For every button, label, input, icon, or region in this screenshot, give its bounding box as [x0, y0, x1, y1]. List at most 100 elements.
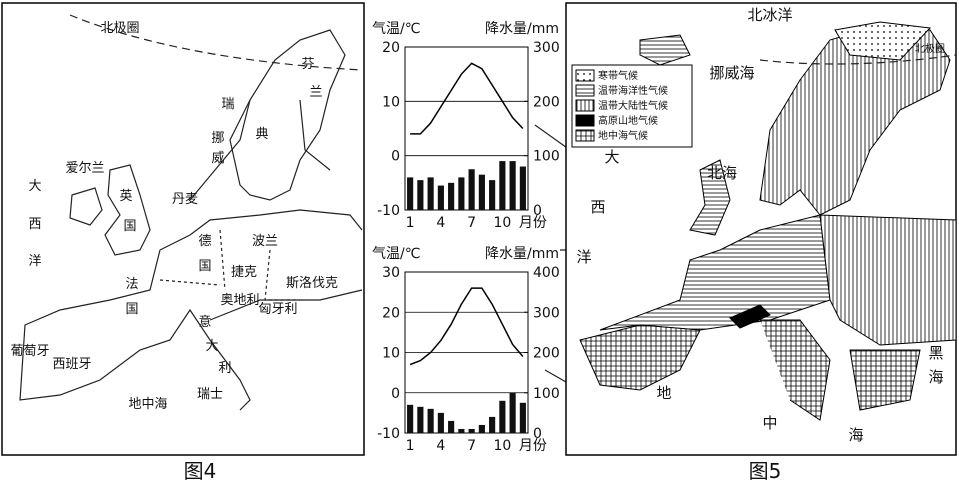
y2-tick-label: 200 — [533, 346, 560, 362]
y-axis-label: 气温/℃ — [372, 246, 420, 262]
y-tick-label: 30 — [382, 265, 400, 281]
map-label: 北冰洋 — [747, 6, 792, 24]
y-axis-label: 气温/℃ — [372, 21, 420, 37]
mediterranean-zone — [579, 319, 921, 421]
legend-label: 高原山地气候 — [598, 114, 658, 127]
legend-swatch — [575, 69, 595, 82]
map-label: 意 — [198, 314, 211, 330]
bar — [509, 392, 516, 433]
map-label: 西 — [28, 217, 41, 232]
map-label: 大 — [205, 339, 218, 354]
y-tick-label: 0 — [391, 386, 400, 402]
y-tick-label: 0 — [391, 149, 400, 165]
map-4: 北极圈芬兰瑞典挪威爱尔兰英国丹麦大西洋德国波兰捷克斯洛伐克法国奥地利匈牙利意大利… — [1, 2, 365, 456]
legend-swatch — [575, 129, 595, 142]
map-label: 北极圈 — [100, 21, 139, 36]
map-label: 兰 — [309, 85, 322, 100]
map-label: 国 — [123, 219, 136, 234]
map-label: 斯洛伐克 — [286, 276, 338, 291]
map-label: 海 — [848, 426, 863, 444]
map-label: 地中海 — [128, 397, 167, 412]
bar — [489, 180, 496, 210]
x-unit: 月份 — [519, 438, 547, 454]
y-tick-label: 20 — [382, 40, 400, 56]
map-label: 挪威海 — [709, 64, 754, 82]
x-tick-label: 7 — [467, 438, 476, 454]
x-tick-label: 1 — [406, 438, 415, 454]
map-label: 德 — [198, 234, 211, 249]
scandinavia — [759, 24, 951, 216]
legend-label: 寒带气候 — [598, 69, 638, 82]
bar — [407, 404, 414, 433]
bar — [458, 428, 465, 433]
map-frame — [1, 2, 365, 456]
map-label: 洋 — [28, 254, 41, 269]
caption: 图4 — [184, 459, 217, 483]
x-tick-label: 4 — [436, 215, 445, 231]
bar — [489, 416, 496, 433]
map-label: 中 — [762, 414, 777, 432]
map-label: 西 — [590, 198, 605, 216]
x-tick-label: 7 — [467, 215, 476, 231]
legend-swatch — [575, 99, 595, 112]
y2-tick-label: 100 — [533, 386, 560, 402]
map-label: 国 — [125, 302, 138, 317]
map-label: 爱尔兰 — [65, 161, 104, 176]
map-label: 瑞士 — [197, 387, 223, 402]
britain — [689, 159, 731, 236]
map-label: 英 — [119, 189, 132, 204]
bar — [458, 177, 465, 210]
bar — [417, 406, 424, 433]
legend-label: 温带大陆性气候 — [598, 99, 668, 112]
y2-axis-label: 降水量/mm — [485, 246, 559, 262]
x-tick-label: 10 — [493, 215, 511, 231]
map-label: 葡萄牙 — [10, 344, 49, 359]
bar — [417, 180, 424, 210]
map-label: 国 — [198, 259, 211, 274]
y2-tick-label: 0 — [533, 426, 542, 442]
map-label: 丹麦 — [172, 192, 198, 207]
legend-label: 温带海洋性气候 — [598, 84, 668, 97]
map-label: 典 — [255, 127, 268, 142]
map-label: 匈牙利 — [258, 302, 297, 317]
map-label: 北极圈 — [915, 42, 945, 55]
map-label: 大 — [28, 179, 41, 194]
line — [409, 287, 524, 366]
map-label: 黑 — [928, 344, 943, 362]
y2-tick-label: 100 — [533, 149, 560, 165]
arctic-circle — [69, 14, 363, 71]
bar — [437, 412, 444, 433]
legend-swatch — [575, 84, 595, 97]
line — [410, 62, 524, 135]
map-5: 北冰洋北极圈挪威海北海大西洋黑海地中海寒带气候温带海洋性气候温带大陆性气候高原山… — [565, 2, 957, 456]
y2-tick-label: 300 — [533, 40, 560, 56]
y-tick-label: 10 — [382, 94, 400, 110]
britain — [104, 164, 151, 256]
y-tick-label: 10 — [382, 346, 400, 362]
map-label: 海 — [928, 368, 943, 386]
map-label: 大 — [604, 148, 619, 166]
bar — [407, 177, 414, 210]
continent — [19, 209, 363, 411]
y-tick-label: -10 — [377, 426, 400, 442]
y2-tick-label: 200 — [533, 94, 560, 110]
borders — [159, 229, 300, 301]
bar — [437, 185, 444, 210]
y2-tick-label: 400 — [533, 265, 560, 281]
scandinavia — [229, 29, 346, 201]
y-tick-label: 20 — [382, 305, 400, 321]
x-tick-label: 4 — [436, 438, 445, 454]
highland-zone — [729, 304, 771, 329]
map-label: 洋 — [576, 248, 591, 266]
map-label: 利 — [218, 361, 231, 376]
bar — [478, 424, 485, 433]
coast — [189, 99, 331, 201]
bar — [468, 428, 475, 433]
y2-tick-label: 300 — [533, 305, 560, 321]
map-label: 地 — [656, 384, 671, 402]
bar — [478, 174, 485, 210]
caption: 图5 — [749, 459, 782, 483]
ireland — [69, 187, 103, 226]
